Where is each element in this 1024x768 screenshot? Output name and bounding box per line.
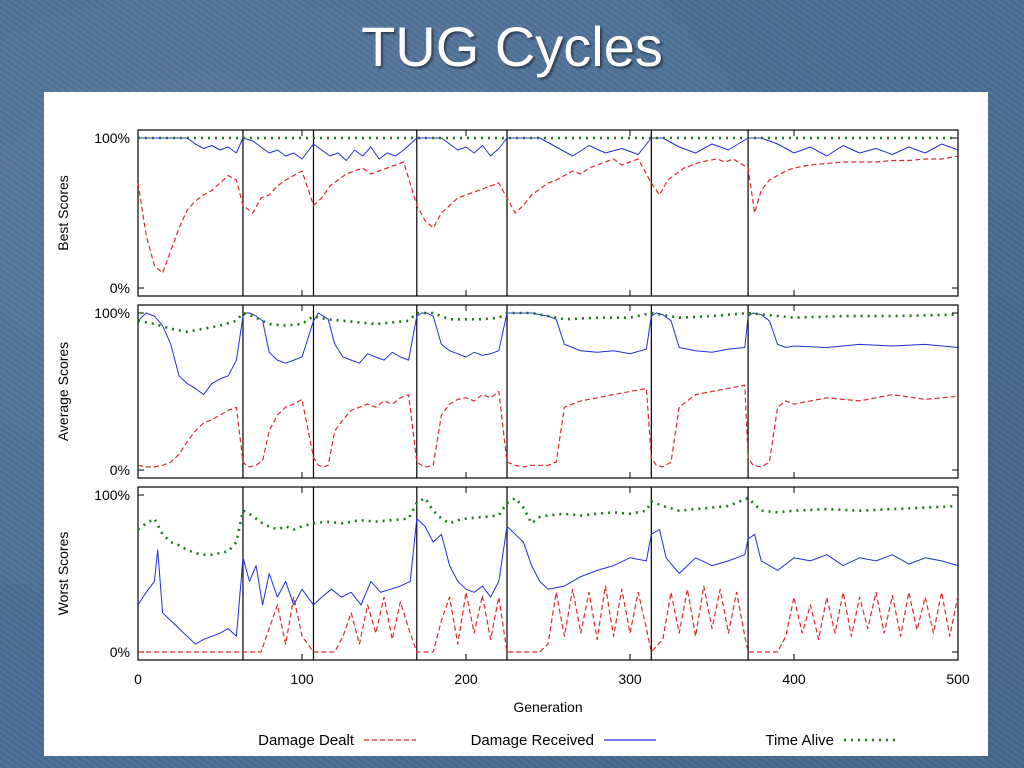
y-tick-label: 100%: [94, 305, 130, 321]
legend: Damage Dealt Damage Received Time Alive: [258, 732, 896, 749]
panel-frame: [137, 304, 959, 479]
chart-canvas: 0% 100% Best Scores 0% 100% Average Scores 0% 1…: [55, 129, 970, 749]
x-tick-label: 200: [454, 671, 478, 687]
panel-2: 0% 100% Worst Scores: [55, 486, 959, 661]
series-line-damage-dealt: [137, 155, 959, 274]
x-tick-label: 300: [618, 671, 642, 687]
chart-figure: 0% 100% Best Scores 0% 100% Average Scores 0% 1…: [44, 92, 988, 756]
panel-1: 0% 100% Average Scores: [55, 304, 959, 479]
series-line-damage-dealt: [138, 585, 959, 653]
x-tick-label: 500: [946, 671, 970, 687]
panel-0: 0% 100% Best Scores: [55, 129, 959, 297]
series-line-damage-received: [137, 518, 959, 645]
plot-layer: 0% 100% Best Scores 0% 100% Average Scores 0% 1…: [55, 129, 970, 715]
series-line-damage-dealt: [137, 384, 959, 468]
y-tick-label: 0%: [110, 462, 130, 478]
x-tick-label: 0: [134, 671, 142, 687]
legend-label: Damage Dealt: [258, 732, 355, 749]
y-axis-label: Worst Scores: [55, 532, 71, 616]
panel-frame: [137, 129, 959, 297]
y-axis-label: Best Scores: [55, 175, 71, 250]
series-line-damage-received: [138, 137, 959, 161]
y-tick-label: 0%: [110, 280, 130, 296]
x-axis-label: Generation: [513, 699, 582, 715]
legend-label: Damage Received: [471, 732, 594, 749]
y-tick-label: 100%: [94, 487, 130, 503]
x-tick-label: 400: [782, 671, 806, 687]
panel-frame: [137, 486, 959, 661]
y-tick-label: 100%: [94, 130, 130, 146]
slide-title: TUG Cycles: [361, 15, 663, 78]
x-tick-label: 100: [290, 671, 314, 687]
series-line-damage-received: [137, 312, 959, 396]
series-line-time-alive: [137, 496, 959, 557]
legend-label: Time Alive: [765, 732, 834, 749]
y-axis-label: Average Scores: [55, 342, 71, 441]
series-line-time-alive: [137, 311, 959, 334]
y-tick-label: 0%: [110, 644, 130, 660]
